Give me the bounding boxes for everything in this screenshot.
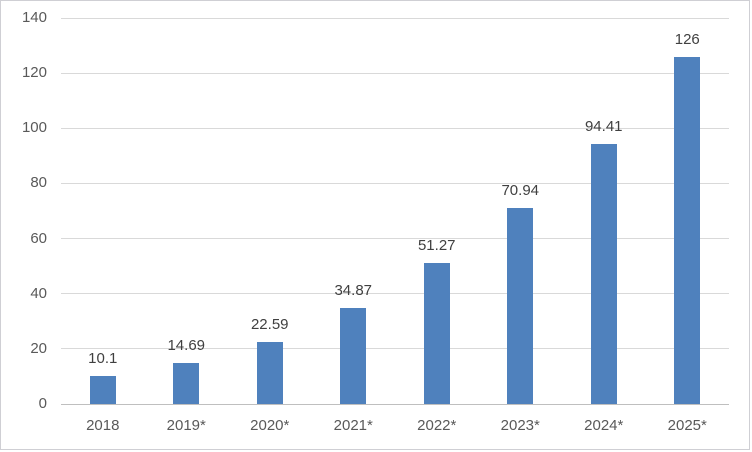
x-axis-category-label: 2024* [584,417,624,434]
x-axis-category-label: 2020* [250,417,290,434]
bar-2020 [256,341,283,404]
bar-value-label: 70.94 [501,182,540,200]
bar-2019 [173,363,200,404]
x-axis-line [61,403,729,405]
gridline [61,238,729,240]
x-axis-category-label: 2018 [86,417,120,434]
x-axis-category-label: 2023* [500,417,540,434]
bar-2023 [507,208,534,404]
x-axis-category-label: 2022* [417,417,457,434]
bar-value-label: 10.1 [88,350,118,368]
bar-2024 [590,143,617,404]
bar-value-label: 126 [674,30,700,48]
gridline [61,127,729,129]
x-axis-category-label: 2019* [166,417,206,434]
bar-2022 [423,262,450,404]
y-axis-tick-label: 120 [21,64,47,82]
bar-2018 [89,376,116,404]
bar-value-label: 94.41 [584,117,623,135]
gridline [61,17,729,19]
x-axis-category-label: 2021* [333,417,373,434]
gridline [61,348,729,350]
bar-value-label: 14.69 [167,337,206,355]
bar-2025 [674,56,701,404]
bar-value-label: 22.59 [250,315,289,333]
gridline [61,182,729,184]
x-axis-category-label: 2025* [667,417,707,434]
y-axis-tick-label: 60 [30,229,47,247]
y-axis-tick-label: 40 [30,284,47,302]
gridline [61,72,729,74]
bar-2021 [340,307,367,404]
y-axis-tick-label: 0 [38,395,47,412]
bar-value-label: 34.87 [334,281,373,299]
bar-value-label: 51.27 [417,236,456,254]
y-axis-tick-label: 100 [21,119,47,137]
y-axis-tick-label: 80 [30,174,47,192]
gridline [61,293,729,295]
y-axis-tick-label: 140 [21,9,47,26]
y-axis-tick-label: 20 [30,339,47,357]
